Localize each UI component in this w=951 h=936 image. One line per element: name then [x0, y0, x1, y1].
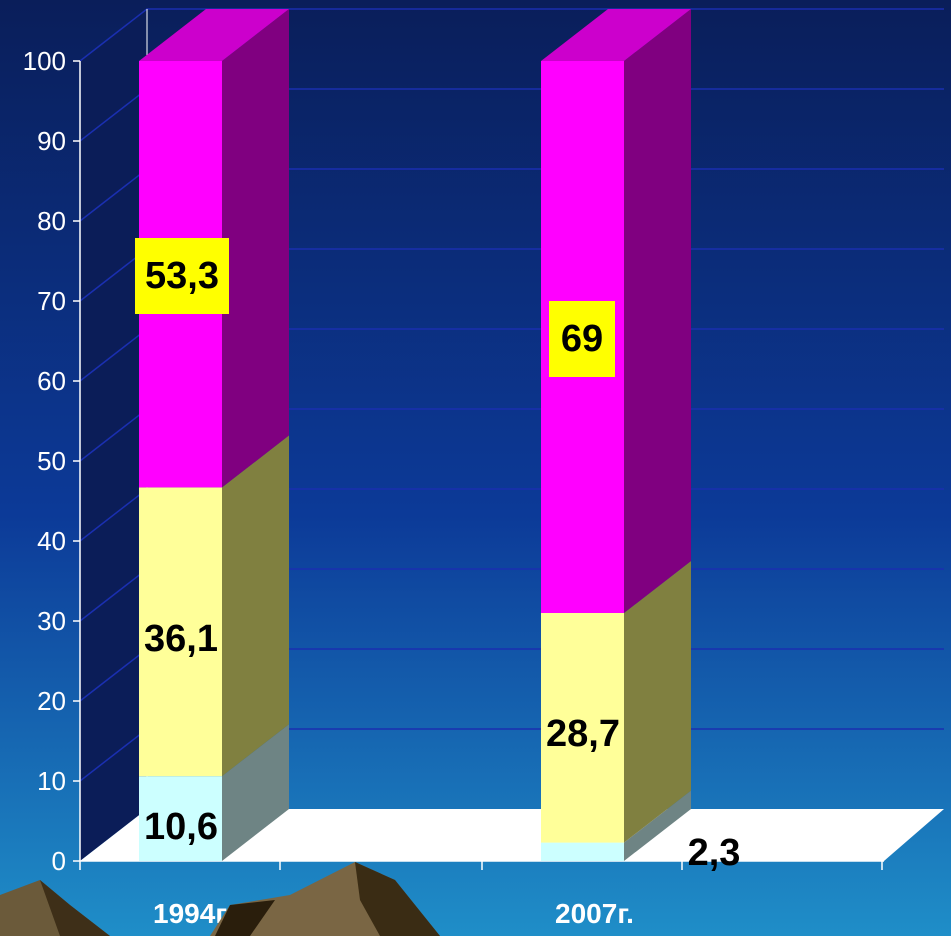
label-2007-segment-2: 28,7 — [546, 713, 620, 755]
data-label-text: 36,1 — [144, 618, 218, 660]
bar-side — [222, 435, 289, 776]
y-tick-label: 10 — [37, 766, 66, 796]
bar-side — [222, 9, 289, 487]
label-1994-segment-3: 53,3 — [135, 238, 229, 314]
label-2007-segment-1: 2,3 — [688, 832, 741, 874]
y-tick-label: 90 — [37, 126, 66, 156]
y-tick-label: 100 — [23, 46, 66, 76]
data-label-text: 10,6 — [144, 806, 218, 848]
label-2007-segment-3: 69 — [549, 301, 615, 377]
data-label-text: 28,7 — [546, 713, 620, 755]
y-tick-label: 40 — [37, 526, 66, 556]
category-label: 2007г. — [555, 898, 634, 929]
y-tick-label: 0 — [52, 846, 66, 876]
y-tick-label: 60 — [37, 366, 66, 396]
label-1994-segment-1: 10,6 — [144, 806, 218, 848]
data-label-text: 69 — [561, 318, 603, 360]
label-1994-segment-2: 36,1 — [144, 618, 218, 660]
y-tick-label: 30 — [37, 606, 66, 636]
y-tick-label: 80 — [37, 206, 66, 236]
y-tick-label: 20 — [37, 686, 66, 716]
data-label-text: 53,3 — [145, 255, 219, 297]
y-tick-label: 50 — [37, 446, 66, 476]
data-label-text: 2,3 — [688, 832, 741, 874]
y-tick-label: 70 — [37, 286, 66, 316]
bar-side — [624, 9, 691, 613]
bar-front — [541, 843, 624, 861]
